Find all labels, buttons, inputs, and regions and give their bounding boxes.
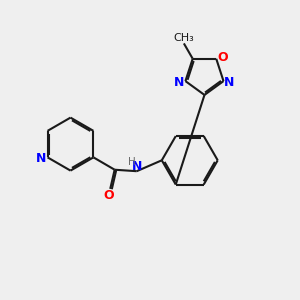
Text: H: H: [128, 158, 136, 167]
Text: N: N: [174, 76, 185, 89]
Text: O: O: [218, 51, 228, 64]
Text: N: N: [36, 152, 46, 165]
Text: N: N: [224, 76, 235, 89]
Text: CH₃: CH₃: [173, 33, 194, 43]
Text: N: N: [132, 160, 142, 173]
Text: O: O: [103, 189, 114, 202]
